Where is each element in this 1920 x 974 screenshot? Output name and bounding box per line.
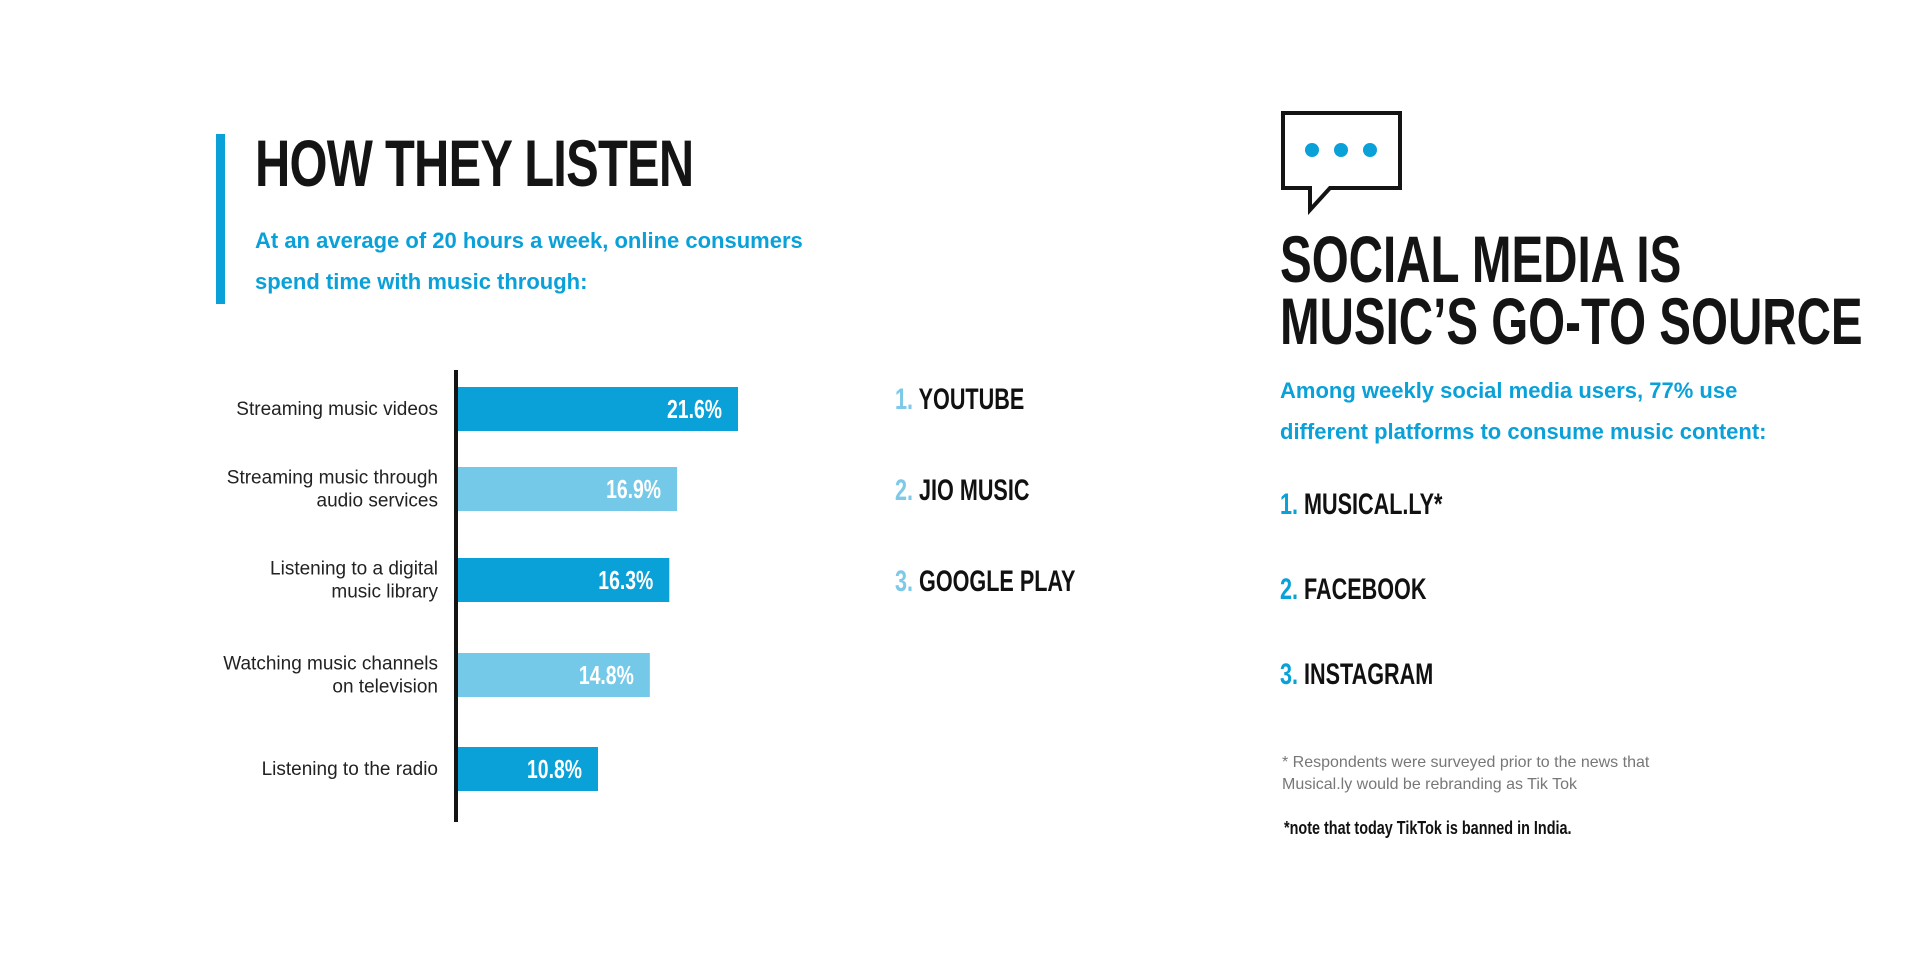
social-item-2: 2. FACEBOOK — [1280, 575, 1483, 605]
category-label-2: Streaming music through audio services — [227, 468, 438, 512]
tiktok-note: *note that today TikTok is banned in Ind… — [1284, 818, 1643, 839]
social-subtitle: Among weekly social media users, 77% use… — [1280, 378, 1767, 444]
listen-item-1: 1. YOUTUBE — [895, 385, 1075, 415]
listen-item-text: 1. YOUTUBE — [895, 385, 1024, 415]
listen-rank-number: 3. — [895, 565, 920, 598]
listen-rank-number: 2. — [895, 474, 920, 507]
chat-bubble-icon — [1281, 111, 1402, 216]
category-label-3: Listening to a digital music library — [270, 559, 438, 603]
social-title-line-2: MUSIC’S GO-TO SOURCE — [1280, 284, 1863, 358]
bar-value-label-2: 16.9% — [606, 474, 661, 504]
social-rank-number: 1. — [1280, 488, 1305, 521]
bar-value-label-1: 21.6% — [667, 394, 722, 424]
social-item-1: 1. MUSICAL.LY* — [1280, 490, 1506, 520]
social-rank-name: INSTAGRAM — [1304, 658, 1434, 691]
bar-4 — [458, 653, 650, 697]
listen-rank-name: GOOGLE PLAY — [919, 565, 1076, 598]
listen-item-2: 2. JIO MUSIC — [895, 476, 1082, 506]
social-title: SOCIAL MEDIA IS MUSIC’S GO-TO SOURCE — [1280, 222, 1920, 358]
accent-bar — [216, 134, 225, 304]
bar-value-label-5: 10.8% — [527, 754, 582, 784]
page-title: HOW THEY LISTEN — [255, 130, 847, 196]
bar-5 — [458, 747, 598, 791]
social-item-text: 2. FACEBOOK — [1280, 575, 1426, 605]
listen-item-text: 3. GOOGLE PLAY — [895, 567, 1075, 597]
listen-item-3: 3. GOOGLE PLAY — [895, 567, 1146, 597]
listen-rank-name: YOUTUBE — [918, 383, 1025, 416]
bar-2 — [458, 467, 678, 511]
social-item-text: 3. INSTAGRAM — [1280, 660, 1433, 690]
tiktok-note-text: *note that today TikTok is banned in Ind… — [1284, 818, 1572, 838]
social-rank-number: 3. — [1280, 658, 1305, 691]
bar-value-label-3: 16.3% — [598, 565, 653, 595]
social-item-3: 3. INSTAGRAM — [1280, 660, 1493, 690]
category-label-5: Listening to the radio — [262, 759, 438, 780]
category-label-4: Watching music channels on television — [223, 654, 438, 698]
listen-rank-number: 1. — [895, 383, 919, 416]
social-item-text: 1. MUSICAL.LY* — [1280, 490, 1442, 520]
bar-value-label-4: 14.8% — [579, 660, 634, 690]
page-title-text: HOW THEY LISTEN — [255, 126, 694, 200]
bar-3 — [458, 558, 670, 602]
social-rank-name: MUSICAL.LY* — [1304, 488, 1443, 521]
bar-1 — [458, 387, 738, 431]
social-rank-name: FACEBOOK — [1304, 573, 1427, 606]
social-title-line-1: SOCIAL MEDIA IS — [1280, 222, 1682, 296]
listen-item-text: 2. JIO MUSIC — [895, 476, 1029, 506]
page-subtitle: At an average of 20 hours a week, online… — [255, 228, 803, 294]
social-rank-number: 2. — [1280, 573, 1305, 606]
category-label-1: Streaming music videos — [236, 399, 438, 420]
survey-footnote: * Respondents were surveyed prior to the… — [1282, 754, 1650, 793]
listen-rank-name: JIO MUSIC — [919, 474, 1030, 507]
